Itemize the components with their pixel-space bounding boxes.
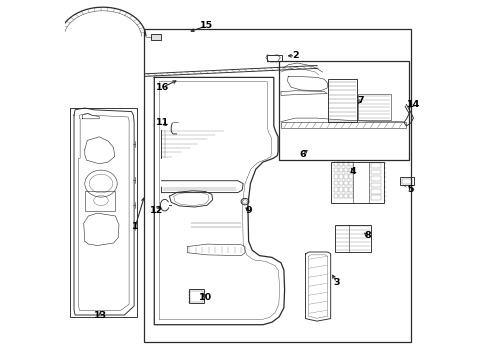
Bar <box>334 168 338 172</box>
Text: 2: 2 <box>292 51 299 60</box>
Bar <box>371 195 381 200</box>
Text: 5: 5 <box>407 184 414 194</box>
Text: 8: 8 <box>364 231 371 240</box>
Text: 16: 16 <box>156 83 170 91</box>
Bar <box>371 170 381 174</box>
Bar <box>349 168 353 172</box>
Bar <box>339 174 343 179</box>
Bar <box>328 79 357 122</box>
Bar <box>344 194 348 198</box>
Bar <box>279 61 409 160</box>
Bar <box>331 162 384 203</box>
Text: 4: 4 <box>350 166 356 175</box>
Bar <box>344 174 348 179</box>
Bar <box>371 189 381 194</box>
Bar <box>400 177 414 185</box>
Bar <box>358 94 391 120</box>
Bar <box>144 29 411 342</box>
Bar <box>344 187 348 192</box>
Text: 1: 1 <box>132 222 139 231</box>
Bar <box>339 161 343 166</box>
Bar <box>267 55 282 61</box>
Bar <box>339 181 343 185</box>
Bar <box>371 183 381 187</box>
Text: 12: 12 <box>150 206 164 215</box>
Bar <box>334 161 338 166</box>
Text: 15: 15 <box>200 21 213 30</box>
Bar <box>334 174 338 179</box>
Bar <box>344 181 348 185</box>
Text: 6: 6 <box>299 150 306 159</box>
Bar <box>349 174 353 179</box>
Text: 3: 3 <box>334 278 340 287</box>
Text: 7: 7 <box>357 96 364 105</box>
Bar <box>349 161 353 166</box>
Text: 11: 11 <box>156 118 169 127</box>
Text: 14: 14 <box>407 100 420 109</box>
Bar <box>349 187 353 192</box>
Bar <box>281 122 406 128</box>
Bar <box>334 187 338 192</box>
Bar <box>335 225 371 252</box>
Text: 10: 10 <box>199 292 212 302</box>
Text: 9: 9 <box>245 206 252 215</box>
Bar <box>371 163 381 168</box>
Bar <box>339 194 343 198</box>
Bar <box>71 108 137 317</box>
Bar <box>344 161 348 166</box>
Bar <box>402 179 413 184</box>
Bar <box>334 181 338 185</box>
Bar <box>339 187 343 192</box>
Bar <box>371 176 381 181</box>
Bar <box>190 291 203 302</box>
Bar <box>334 194 338 198</box>
Bar <box>85 191 116 211</box>
Bar <box>339 168 343 172</box>
Bar <box>189 289 204 303</box>
Bar <box>349 181 353 185</box>
Bar <box>344 168 348 172</box>
Text: 13: 13 <box>94 310 107 320</box>
Bar <box>349 194 353 198</box>
